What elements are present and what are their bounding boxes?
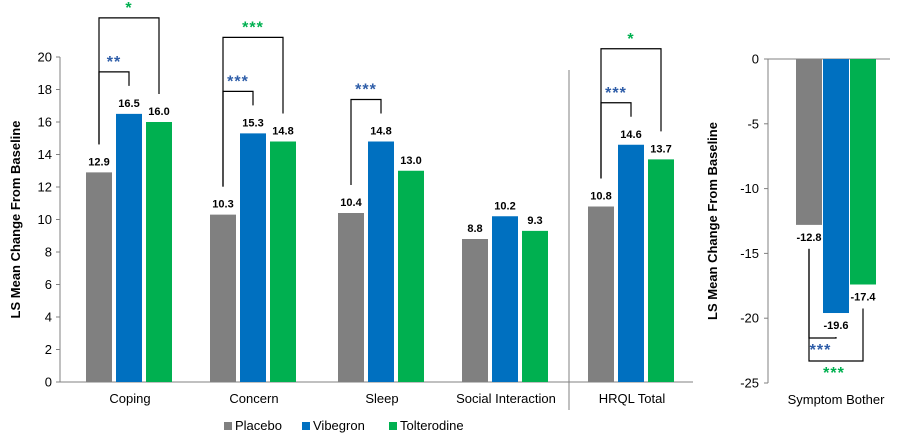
right-y-tick-label: 0 — [752, 52, 759, 67]
data-label: 10.3 — [212, 199, 233, 211]
legend-swatch-placebo — [224, 422, 232, 430]
data-label: 8.8 — [467, 223, 482, 235]
legend-label: Vibegron — [313, 418, 365, 433]
significance-bracket — [98, 17, 160, 145]
left-category-label: Social Interaction — [456, 391, 556, 406]
legend-swatch-vibegron — [302, 422, 310, 430]
significance-marker: *** — [355, 82, 377, 99]
significance-bracket — [222, 36, 284, 187]
left-y-tick-label: 12 — [38, 180, 52, 195]
left-y-tick-label: 18 — [38, 82, 52, 97]
left-y-tick-label: 20 — [38, 50, 52, 65]
data-label: 10.4 — [340, 197, 362, 209]
significance-bracket — [808, 248, 864, 362]
data-label: -19.6 — [823, 320, 848, 332]
significance-marker: *** — [823, 365, 845, 382]
left-y-tick-label: 10 — [38, 212, 52, 227]
data-label: -17.4 — [850, 292, 876, 304]
data-label: 14.8 — [272, 126, 293, 138]
data-label: 16.5 — [118, 98, 139, 110]
left-category-label: Concern — [229, 391, 278, 406]
right-y-tick-label: -5 — [747, 116, 759, 131]
data-label: 15.3 — [242, 117, 263, 129]
legend-label: Tolterodine — [400, 418, 464, 433]
bar-tolterodine — [648, 159, 674, 382]
bar-vibegron — [240, 133, 266, 382]
bar-placebo — [462, 239, 488, 382]
significance-marker: *** — [242, 19, 264, 36]
bar-vibegron — [492, 216, 518, 382]
bar-tolterodine — [270, 141, 296, 382]
significance-bracket — [600, 48, 662, 179]
bar-placebo — [210, 214, 236, 382]
data-label: -12.8 — [796, 232, 821, 244]
legend-label: Placebo — [235, 418, 282, 433]
data-label: 14.6 — [620, 129, 641, 141]
legend-swatch-tolterodine — [389, 422, 397, 430]
data-label: 13.0 — [400, 155, 421, 167]
significance-marker: *** — [810, 342, 832, 359]
significance-marker: *** — [605, 85, 627, 102]
bar-placebo — [796, 59, 822, 225]
data-label: 9.3 — [527, 215, 542, 227]
left-y-tick-label: 4 — [45, 310, 52, 325]
data-label: 10.8 — [590, 191, 611, 203]
left-y-tick-label: 16 — [38, 115, 52, 130]
significance-marker: * — [627, 31, 634, 48]
left-category-label: HRQL Total — [599, 391, 666, 406]
bar-placebo — [86, 172, 112, 382]
significance-marker: *** — [227, 73, 249, 90]
right-y-axis-title: LS Mean Change From Baseline — [705, 122, 720, 320]
bar-tolterodine — [146, 122, 172, 382]
bar-tolterodine — [522, 230, 548, 382]
significance-marker: ** — [107, 54, 121, 71]
bar-vibegron — [618, 144, 644, 382]
bar-placebo — [338, 213, 364, 382]
right-y-tick-label: -15 — [740, 246, 759, 261]
bar-placebo — [588, 206, 614, 382]
significance-marker: * — [125, 0, 132, 17]
right-y-tick-label: -25 — [740, 376, 759, 391]
right-y-tick-label: -10 — [740, 181, 759, 196]
bar-vibegron — [823, 59, 849, 314]
left-y-tick-label: 8 — [45, 245, 52, 260]
data-label: 16.0 — [148, 106, 169, 118]
left-y-tick-label: 2 — [45, 342, 52, 357]
data-label: 12.9 — [88, 156, 109, 168]
significance-bracket — [350, 98, 382, 185]
data-label: 14.8 — [370, 126, 391, 138]
left-category-label: Sleep — [365, 391, 398, 406]
left-y-axis-title: LS Mean Change From Baseline — [8, 121, 23, 319]
left-y-tick-label: 14 — [38, 147, 52, 162]
left-panel: 0 2 4 6 8 10 12 14 16 18 20 LS Mean Change From Bas… — [8, 0, 693, 410]
left-category-label: Coping — [109, 391, 150, 406]
left-y-tick-label: 0 — [45, 375, 52, 390]
legend: Placebo Vibegron Tolterodine — [224, 418, 464, 433]
bar-tolterodine — [850, 59, 876, 285]
data-label: 13.7 — [650, 143, 671, 155]
left-y-tick-label: 6 — [45, 277, 52, 292]
bar-vibegron — [368, 141, 394, 382]
right-y-tick-label: -20 — [740, 311, 759, 326]
data-label: 10.2 — [494, 200, 515, 212]
bar-tolterodine — [398, 170, 424, 382]
bar-vibegron — [116, 113, 142, 382]
right-category-label: Symptom Bother — [788, 392, 885, 407]
right-panel: 0 -5 -10 -15 -20 -25 LS Mean Change From Basel… — [705, 52, 890, 407]
